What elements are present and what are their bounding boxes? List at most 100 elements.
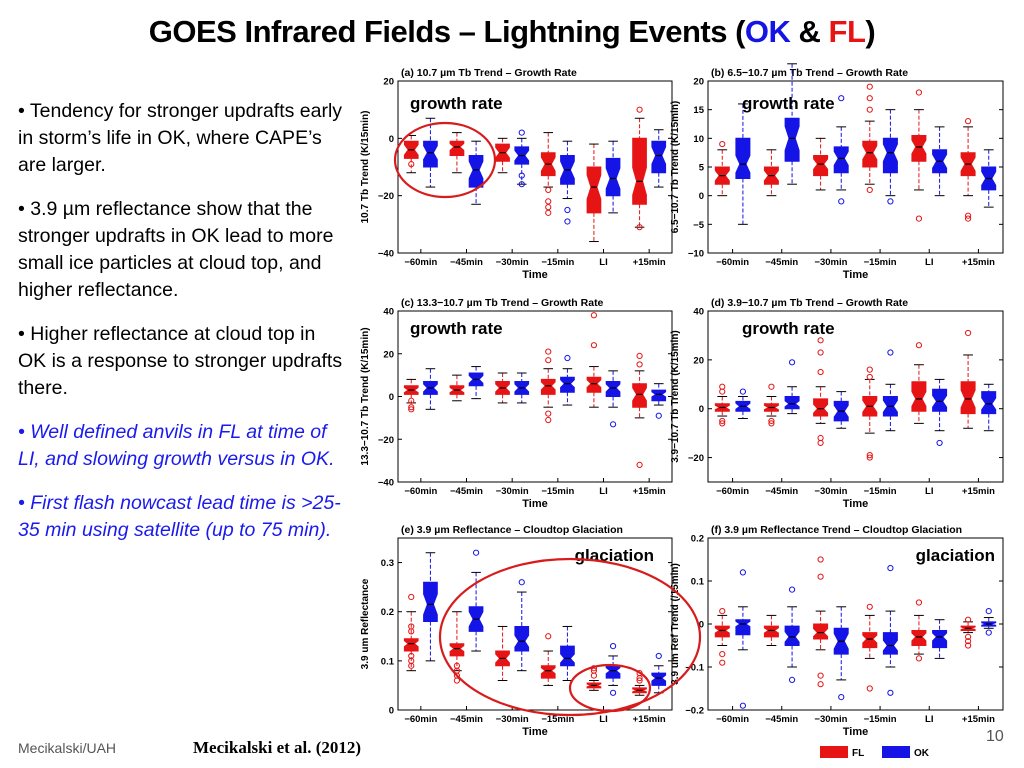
y-tick-label: 40: [693, 307, 704, 318]
outlier-point: [609, 643, 617, 650]
outlier-point: [964, 642, 972, 649]
outlier-point: [408, 593, 415, 601]
box-body: [560, 645, 575, 667]
x-tick-label: −60min: [404, 257, 437, 268]
x-tick-label: −45min: [765, 257, 798, 268]
panel-annotation: growth rate: [742, 94, 835, 113]
box-ok-4: [932, 378, 948, 447]
x-tick-label: LI: [599, 714, 607, 725]
box-fl-5: [960, 329, 976, 429]
outlier-point: [719, 140, 726, 148]
x-tick-label: −15min: [864, 486, 897, 497]
outlier-point: [545, 186, 552, 194]
box-body: [605, 157, 621, 197]
box-fl-4: [911, 599, 927, 662]
legend-label-ok: OK: [914, 748, 930, 759]
y-tick-label: 0: [699, 620, 704, 631]
y-axis-label: 3.9 um Ref Trend (/15min): [670, 563, 681, 685]
outlier-point: [545, 209, 552, 216]
box-fl-1: [449, 611, 465, 684]
chart-panel-a: (a) 10.7 µm Tb Trend – Growth Rate −40 −20…: [360, 67, 673, 281]
box-body: [605, 665, 621, 679]
footer-citation: Mecikalski et al. (2012): [193, 738, 362, 757]
box-fl-0: [714, 383, 730, 427]
outlier-point: [590, 312, 598, 319]
outlier-point: [866, 366, 873, 373]
chart-panel-f: (f) 3.9 µm Reflectance Trend – Cloudtop …: [670, 524, 1004, 738]
y-tick-label: 0: [699, 191, 704, 202]
x-tick-label: LI: [925, 486, 933, 497]
outlier-point: [636, 461, 643, 468]
box-ok-4: [605, 370, 621, 428]
box-body: [911, 630, 927, 646]
bullet-4: • Well defined anvils in FL at time of L…: [18, 421, 335, 470]
panel-annotation: growth rate: [410, 94, 503, 113]
outlier-point: [739, 702, 747, 709]
outlier-point: [964, 212, 972, 219]
x-tick-label: −30min: [814, 257, 847, 268]
box-ok-2: [833, 391, 849, 429]
box-ok-3: [560, 625, 575, 682]
box-body: [882, 632, 898, 655]
outlier-point: [408, 623, 415, 630]
box-body: [540, 378, 556, 395]
bullet-list: • Tendency for stronger updrafts early i…: [18, 98, 348, 561]
box-ok-2: [514, 372, 530, 404]
box-fl-3: [862, 603, 878, 692]
y-axis-label: 10.7 Tb Trend (K/15min): [360, 111, 371, 224]
box-fl-2: [813, 556, 829, 688]
x-tick-label: −45min: [450, 714, 483, 725]
box-ok-1: [784, 586, 800, 684]
box-body: [468, 155, 484, 188]
box-fl-3: [540, 348, 556, 424]
outlier-point: [636, 361, 643, 368]
highlight-ellipse-e-large: [438, 557, 702, 717]
outlier-point: [964, 215, 972, 222]
box-ok-1: [468, 549, 484, 652]
x-tick-label: +15min: [962, 714, 995, 725]
y-tick-label: 20: [693, 77, 704, 88]
x-tick-label: −60min: [404, 486, 437, 497]
outlier-point: [866, 186, 873, 194]
box-ok-5: [981, 608, 997, 636]
box-ok-0: [735, 388, 751, 419]
highlight-ellipse-a: [393, 121, 497, 199]
box-ok-2: [833, 606, 849, 701]
box-fl-1: [449, 374, 465, 402]
box-body: [449, 643, 465, 657]
x-tick-label: −45min: [765, 486, 798, 497]
outlier-point: [636, 106, 643, 113]
outlier-point: [408, 652, 415, 660]
outlier-point: [545, 348, 552, 355]
bullet-1: • Tendency for stronger updrafts early i…: [18, 100, 343, 176]
outlier-point: [866, 603, 873, 610]
x-tick-label: LI: [925, 714, 933, 725]
outlier-point: [985, 629, 992, 636]
chart-title: (d) 3.9−10.7 µm Tb Trend – Growth Rate: [711, 297, 908, 309]
y-tick-label: 0.2: [381, 607, 394, 618]
outlier-point: [545, 633, 552, 640]
box-ok-0: [423, 368, 438, 410]
y-tick-label: 20: [693, 355, 704, 366]
box-body: [911, 135, 927, 162]
chart-title: (f) 3.9 µm Reflectance Trend – Cloudtop …: [711, 524, 962, 536]
box-fl-0: [403, 134, 419, 174]
slide-title: GOES Infrared Fields – Lightning Events …: [0, 14, 1024, 50]
box-ok-2: [833, 95, 849, 205]
outlier-point: [719, 651, 726, 658]
title-fl: FL: [828, 14, 866, 49]
box-body: [932, 630, 948, 649]
chart-title: (a) 10.7 µm Tb Trend – Growth Rate: [401, 67, 577, 79]
legend-swatch-fl: [820, 746, 848, 758]
box-fl-4: [911, 89, 927, 222]
bullet-2: • 3.9 µm reflectance show that the stron…: [18, 198, 334, 301]
outlier-point: [838, 694, 845, 701]
outlier-point: [545, 416, 552, 424]
y-tick-label: −20: [378, 435, 394, 446]
box-body: [833, 146, 849, 174]
outlier-point: [609, 689, 617, 696]
outlier-point: [964, 118, 972, 125]
outlier-point: [817, 368, 824, 376]
box-fl-4: [586, 665, 602, 691]
y-axis-label: 3.9−10.7 Tb Trend (K/15min): [670, 330, 681, 463]
